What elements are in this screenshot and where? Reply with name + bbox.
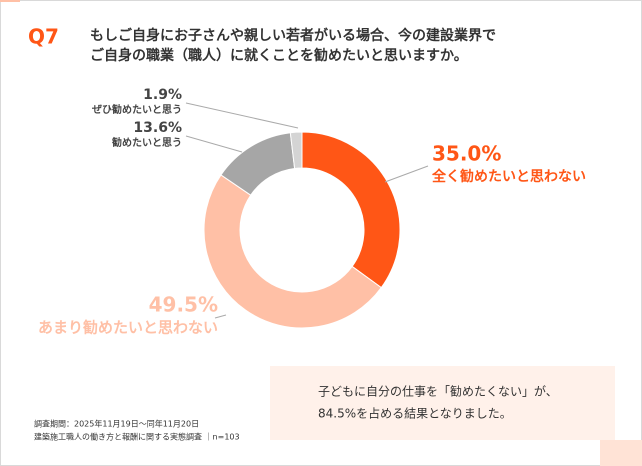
corner bbox=[0, 0, 20, 2]
question-number: Q7 bbox=[28, 25, 59, 49]
category-label: あまり勧めたいと思わない bbox=[38, 319, 218, 337]
slice bbox=[203, 174, 382, 329]
title: もしご自身にお子さんや親しい若者がいる場合、今の建設業界で bbox=[90, 27, 496, 44]
value-label: 13.6% bbox=[133, 120, 182, 136]
leader-line bbox=[384, 165, 429, 183]
value-label: 35.0% bbox=[432, 142, 501, 166]
value-label: 49.5% bbox=[149, 293, 218, 317]
leader-line bbox=[214, 314, 227, 319]
category-label: 全く勧めたいと思わない bbox=[431, 168, 586, 185]
callout-text: 84.5%を占める結果となりました。 bbox=[318, 406, 512, 421]
leader-line bbox=[185, 102, 299, 129]
slice bbox=[301, 131, 401, 289]
note: 調査期間：2025年11月19日～同年11月20日 bbox=[34, 419, 199, 429]
corner bbox=[600, 440, 642, 466]
category-label: ぜひ勧めたいと思う bbox=[92, 103, 182, 116]
note: 建築施工職人の働き方と報酬に関する実態調査 ｜n=103 bbox=[34, 432, 240, 442]
value-label: 1.9% bbox=[143, 87, 182, 103]
callout-box bbox=[270, 366, 615, 440]
category-label: 勧めたいと思う bbox=[112, 136, 182, 149]
title: ご自身の職業（職人）に就くことを勧めたいと思いますか。 bbox=[90, 47, 468, 64]
leader-line bbox=[185, 135, 243, 153]
slice bbox=[289, 131, 303, 169]
callout-text: 子どもに自分の仕事を「勧めたくない」が、 bbox=[318, 384, 558, 399]
